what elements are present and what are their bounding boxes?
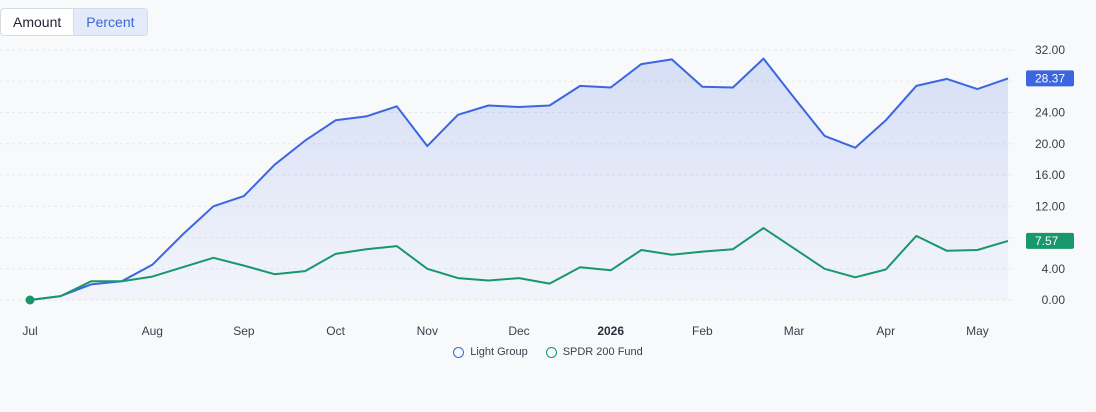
legend-item[interactable]: Light Group [453, 346, 528, 358]
view-mode-toggle: Amount Percent [0, 8, 148, 36]
y-tick-label: 24.00 [1035, 106, 1065, 120]
x-axis: Jul Aug Sep Oct Nov Dec 2026 Feb Mar Apr May [22, 324, 988, 338]
end-value-labels: 28.37 7.57 [1026, 70, 1074, 249]
y-tick-label: 12.00 [1035, 199, 1065, 213]
series-line-0 [29, 57, 1009, 301]
legend-label: SPDR 200 Fund [562, 346, 643, 358]
series-line-1 [29, 227, 1009, 301]
end-value-text: 28.37 [1035, 71, 1065, 85]
legend-label: Light Group [470, 346, 528, 358]
chart-legend: Light Group SPDR 200 Fund [0, 346, 1096, 358]
end-value-badge [1026, 232, 1074, 249]
legend-item[interactable]: SPDR 200 Fund [545, 346, 643, 358]
amount-toggle-button[interactable]: Amount [13, 14, 62, 30]
line-chart: 0.004.008.0012.0016.0020.0024.0028.0032.… [0, 43, 1074, 338]
x-tick-label: Apr [876, 324, 895, 338]
y-tick-label: 20.00 [1035, 137, 1065, 151]
x-tick-label: Oct [326, 324, 345, 338]
legend-swatch [545, 346, 557, 358]
x-tick-label: Mar [784, 324, 805, 338]
y-tick-label: 4.00 [1042, 262, 1066, 276]
x-tick-label: Aug [142, 324, 163, 338]
y-tick-label: 0.00 [1042, 293, 1066, 307]
plot-area [25, 57, 1009, 305]
x-tick-label: Feb [692, 324, 713, 338]
end-value-text: 7.57 [1035, 234, 1059, 248]
percent-toggle-button[interactable]: Percent [73, 9, 147, 35]
x-tick-label: 2026 [597, 324, 624, 338]
x-tick-label: Jul [22, 324, 37, 338]
end-value-badge [1026, 70, 1074, 87]
legend-swatch [453, 346, 465, 358]
x-tick-label: Nov [417, 324, 438, 338]
y-tick-label: 32.00 [1035, 43, 1065, 57]
x-tick-label: Dec [508, 324, 529, 338]
series-area-0 [30, 58, 1008, 300]
x-tick-label: Sep [233, 324, 255, 338]
x-tick-label: May [966, 324, 989, 338]
y-tick-label: 16.00 [1035, 168, 1065, 182]
start-point [25, 295, 35, 305]
